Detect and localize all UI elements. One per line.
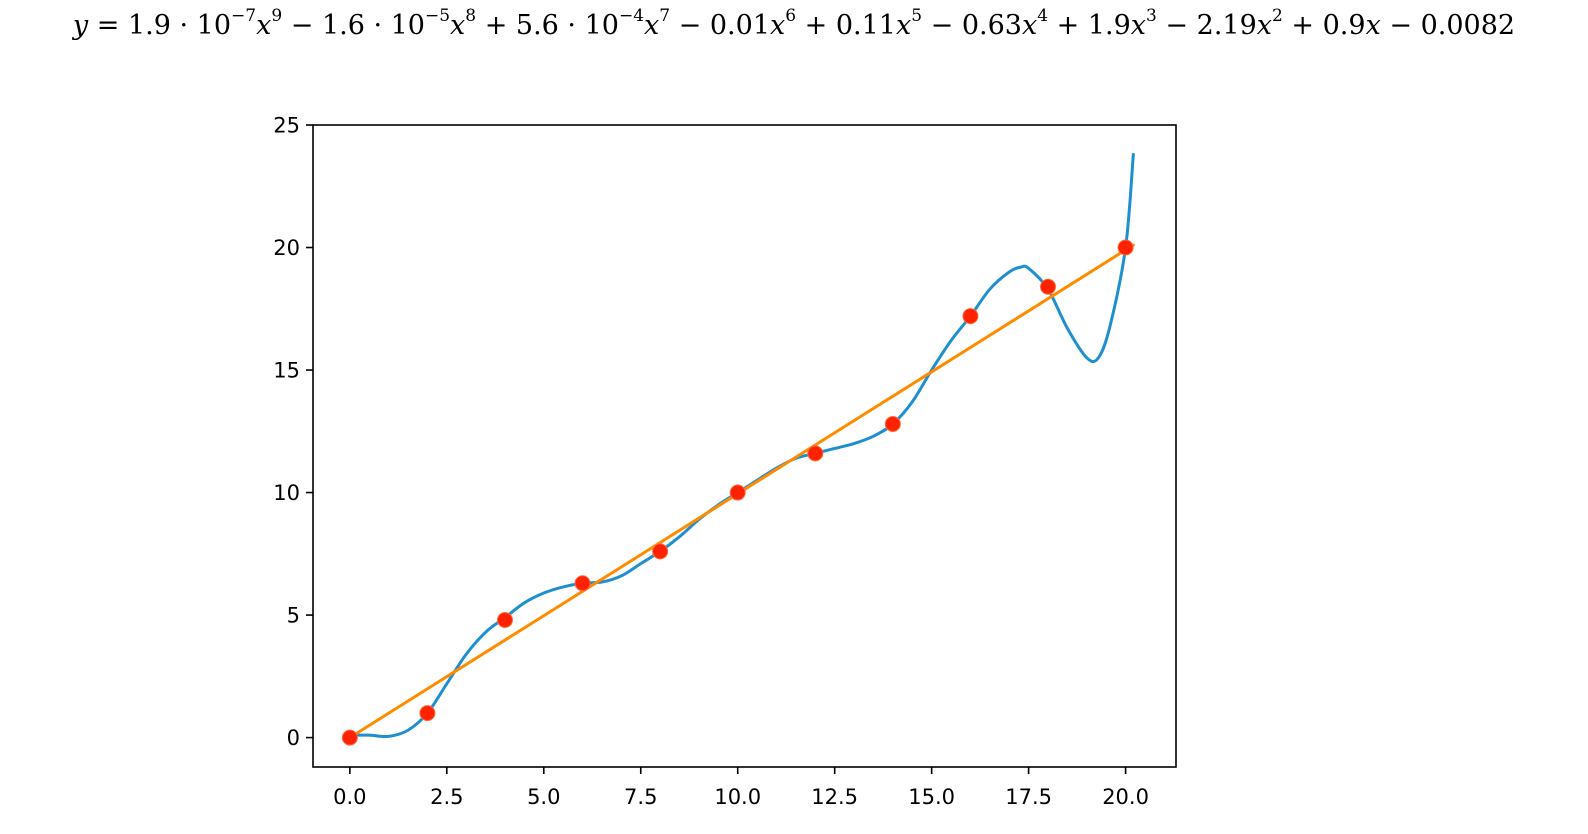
equation-coefficient-exponent: −4 bbox=[618, 6, 645, 26]
equation-exponent: 5 bbox=[911, 6, 923, 26]
equation-exponent: 4 bbox=[1037, 6, 1049, 26]
equation-exponent: 8 bbox=[465, 6, 477, 26]
y-tick-label: 25 bbox=[273, 114, 300, 138]
data-point bbox=[341, 729, 358, 746]
x-tick-label: 5.0 bbox=[527, 785, 560, 809]
equation-coefficient: 2.19 bbox=[1196, 10, 1257, 41]
data-point bbox=[962, 308, 979, 325]
equation-variable: x bbox=[1256, 10, 1272, 41]
x-axis: 0.0 2.5 5.0 7.5 10.0 12.5 15.0 17.5 20.0 bbox=[333, 767, 1149, 809]
data-point bbox=[807, 445, 824, 462]
equation-coefficient: 0.01 bbox=[709, 10, 770, 41]
equation-operator: − bbox=[922, 10, 962, 41]
equation-coefficient: 5.6 · 10 bbox=[515, 10, 619, 41]
series-layer bbox=[348, 152, 1135, 740]
equation-variable: x bbox=[895, 10, 912, 41]
data-point bbox=[496, 611, 513, 628]
equation-exponent: 7 bbox=[659, 6, 671, 26]
equation-exponent: 2 bbox=[1272, 6, 1283, 26]
equation-operator: + bbox=[1282, 10, 1323, 41]
data-point bbox=[729, 484, 746, 501]
equation-operator: − bbox=[1156, 10, 1197, 41]
polynomial-fit-line bbox=[348, 152, 1135, 739]
equation-coefficient: 1.9 · 10 bbox=[127, 10, 232, 41]
equation-coefficient: 0.9 bbox=[1322, 10, 1366, 41]
equation-operator: − bbox=[670, 10, 710, 41]
points-layer bbox=[341, 239, 1134, 746]
equation-coefficient: 1.9 bbox=[1087, 10, 1131, 41]
y-tick-label: 20 bbox=[273, 236, 300, 260]
axes-frame bbox=[312, 124, 1177, 768]
equation-operator: − bbox=[1380, 10, 1421, 41]
equation-variable: x bbox=[450, 10, 466, 41]
equation-coefficient-exponent: −5 bbox=[424, 6, 451, 26]
y-tick-label: 5 bbox=[287, 604, 300, 628]
x-tick-label: 0.0 bbox=[333, 785, 366, 809]
x-tick-label: 20.0 bbox=[1102, 785, 1149, 809]
equation-operator: − bbox=[282, 10, 322, 41]
equation-coefficient: 0.63 bbox=[961, 10, 1022, 41]
plot-area bbox=[312, 124, 1177, 768]
x-tick-label: 10.0 bbox=[714, 785, 761, 809]
equation-coefficient: 0.11 bbox=[835, 10, 896, 41]
equation-operator: + bbox=[476, 10, 516, 41]
y-tick-label: 15 bbox=[273, 359, 300, 383]
equation-variable: x bbox=[1130, 10, 1147, 41]
equation-equals: = bbox=[88, 10, 128, 41]
equation-exponent: 3 bbox=[1146, 6, 1157, 26]
equation-coefficient: 0.0082 bbox=[1420, 10, 1516, 41]
equation-variable: x bbox=[770, 10, 786, 41]
y-axis: 0 5 10 15 20 25 bbox=[273, 114, 313, 750]
y-tick-label: 10 bbox=[273, 481, 300, 505]
x-tick-label: 15.0 bbox=[908, 785, 955, 809]
x-tick-label: 17.5 bbox=[1005, 785, 1052, 809]
equation-operator: + bbox=[1048, 10, 1088, 41]
equation-exponent: 9 bbox=[271, 6, 283, 26]
equation-variable: x bbox=[256, 10, 272, 41]
data-point bbox=[652, 543, 669, 560]
equation-operator: + bbox=[796, 10, 836, 41]
equation-variable: x bbox=[1365, 10, 1381, 41]
x-tick-label: 2.5 bbox=[430, 785, 463, 809]
equation-variable: x bbox=[644, 10, 660, 41]
data-point bbox=[884, 415, 901, 432]
equation-variable: x bbox=[1021, 10, 1038, 41]
fit-equation: y = 1.9 · 10−7x9 − 1.6 · 10−5x8 + 5.6 · … bbox=[0, 8, 1588, 42]
equation-exponent: 6 bbox=[785, 6, 797, 26]
data-point bbox=[574, 575, 591, 592]
x-tick-label: 7.5 bbox=[624, 785, 657, 809]
data-point bbox=[419, 705, 436, 722]
equation-coefficient: 1.6 · 10 bbox=[321, 10, 425, 41]
data-point bbox=[1117, 239, 1134, 256]
data-point bbox=[1040, 278, 1056, 295]
y-tick-label: 0 bbox=[287, 726, 300, 750]
x-tick-label: 12.5 bbox=[811, 785, 858, 809]
equation-lhs: y bbox=[72, 10, 89, 41]
equation-coefficient-exponent: −7 bbox=[231, 6, 257, 26]
